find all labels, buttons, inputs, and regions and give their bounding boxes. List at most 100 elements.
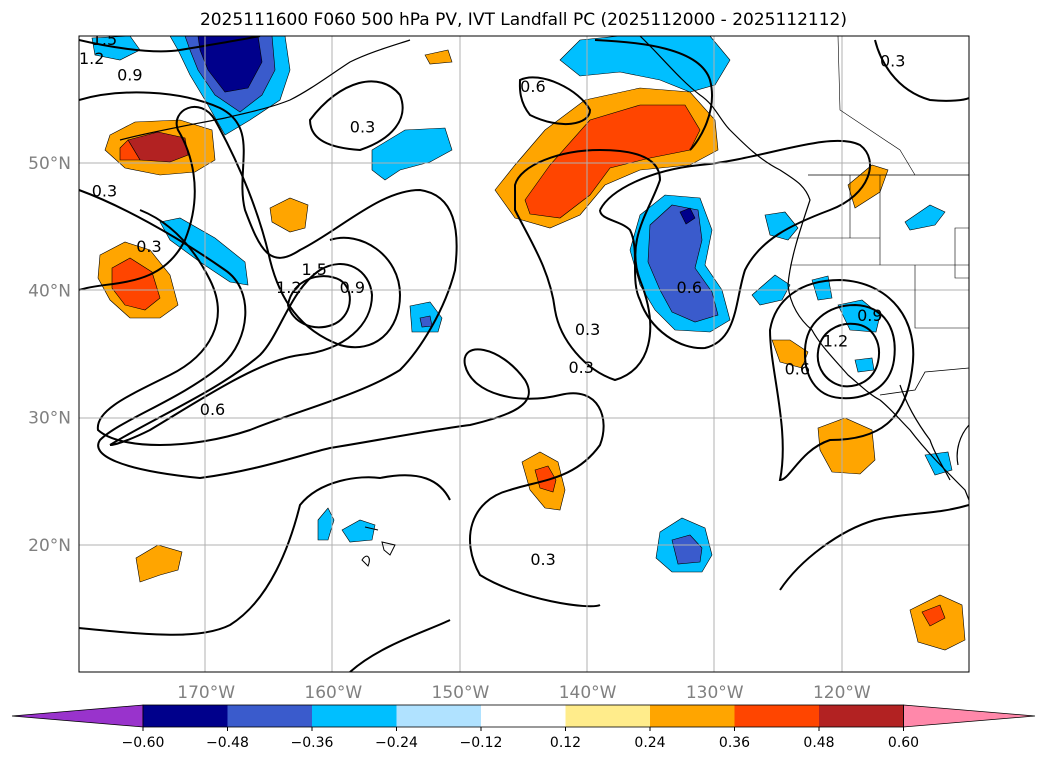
colorbar-tick-label: 0.24 [634, 735, 665, 751]
shade-positive-nevada [847, 164, 889, 209]
contour-label: 1.5 [301, 260, 326, 279]
colorbar-tick-label: 0.36 [719, 735, 750, 751]
shade-negative-idaho [904, 204, 946, 231]
lon-tick-label: 150°W [432, 683, 490, 703]
shade-negative-offshore-core [679, 207, 696, 225]
lon-tick-label: 170°W [177, 683, 235, 703]
shade-negative-calif-e [764, 211, 799, 241]
shade-positive-bering-small [424, 49, 453, 65]
contour-label: 0.3 [92, 181, 117, 200]
lat-tick-label: 50°N [28, 154, 71, 174]
coast-aleutians [119, 39, 411, 141]
contour-label: 0.3 [568, 358, 593, 377]
colorbar-tick-label: 0.12 [550, 735, 581, 751]
contour-labels: 1.51.20.90.30.60.30.30.31.51.2 0.90.60.30… [79, 30, 905, 569]
contour-label: 1.5 [92, 30, 117, 49]
map-title: 2025111600 F060 500 hPa PV, IVT Landfall… [199, 10, 847, 30]
shade-negative-south-core [671, 534, 703, 565]
map-frame [78, 35, 970, 673]
shade-positive-west-core [111, 257, 161, 311]
contour-nw-1-2 [79, 36, 261, 53]
border-vert-e [954, 227, 969, 279]
colorbar-segment [143, 705, 228, 727]
contour-se [779, 504, 969, 591]
contour-coast [599, 139, 871, 350]
colorbar-segment [819, 705, 904, 727]
contour-0-3-bottom [349, 619, 451, 672]
contour-0-6-west [79, 91, 458, 446]
colorbar-tick-label: 0.48 [803, 735, 834, 751]
contour-alaska-0-6 [518, 76, 592, 126]
contour-gulf [514, 148, 662, 382]
shade-positive-far-south [135, 544, 183, 583]
contour-label: 0.9 [857, 306, 882, 325]
lon-tick-label: 130°W [686, 683, 744, 703]
colorbar-segment [396, 705, 482, 727]
contour-1-5 [286, 275, 351, 329]
contour-label: 0.3 [136, 237, 161, 256]
shade-positive-subtropic-core [534, 465, 557, 493]
shade-positive-sw [909, 594, 966, 651]
contour-ne-0-3 [874, 39, 969, 102]
colorbar-tick-label: −0.12 [460, 735, 503, 751]
lon-tick-label: 120°W [813, 683, 871, 703]
colorbar-extend-min [11, 704, 144, 728]
lon-tick-label: 160°W [304, 683, 362, 703]
colorbar-tick-label: −0.24 [375, 735, 418, 751]
contour-0-3-main [79, 189, 605, 608]
colorbar-segment [481, 705, 566, 727]
colorbar-extend-max [903, 704, 1036, 728]
pv-contours [79, 36, 969, 672]
shade-negative-hawaii-a [317, 507, 335, 541]
contour-label: 0.3 [350, 118, 375, 137]
shade-negative-hawaii-b [341, 519, 376, 543]
hawaii [361, 526, 396, 567]
shade-positive-small-a [269, 197, 309, 233]
shade-positive-baja [817, 417, 876, 475]
colorbar-segment [734, 705, 820, 727]
contour-label: 0.6 [785, 359, 810, 378]
border-alaska-canada [837, 36, 916, 176]
contour-label: 0.9 [340, 278, 365, 297]
contour-label: 0.9 [117, 66, 142, 85]
shade-positive-aleutian-ring [119, 139, 141, 161]
colorbar-segment [312, 705, 397, 727]
border-us-mexico [879, 367, 969, 396]
lat-tick-label: 40°N [28, 281, 71, 301]
shade-positive-sw-core [921, 604, 946, 627]
colorbar-segment [227, 705, 313, 727]
shade-negative-alaska [559, 36, 731, 93]
contour-label: 0.3 [880, 52, 905, 71]
contour-label: 0.3 [575, 320, 600, 339]
border-states-a [790, 175, 969, 329]
contour-0-3-lower [79, 474, 451, 636]
shade-negative-calif-d [854, 357, 875, 373]
longitude-ticks: 170°W 160°W 150°W 140°W 130°W 120°W [177, 683, 871, 703]
contour-label: 0.6 [520, 77, 545, 96]
shade-negative-bering-core [197, 36, 263, 93]
contour-ak-0-3 [308, 80, 404, 152]
shade-negative-small-c-core [419, 315, 433, 328]
latitude-ticks: 20°N 30°N 40°N 50°N [28, 154, 71, 556]
contour-ca-0-3 [768, 278, 915, 482]
colorbar-tick-label: −0.36 [291, 735, 334, 751]
contour-ca-0-9 [816, 322, 880, 388]
ivt-shading [91, 36, 966, 651]
contour-1-2 [109, 263, 374, 446]
coast-mexico [956, 424, 969, 466]
contour-label: 1.2 [823, 331, 848, 350]
contour-label: 1.2 [79, 49, 104, 68]
colorbar-tick-label: 0.60 [888, 735, 919, 751]
contour-0-9 [79, 105, 402, 349]
lat-tick-label: 20°N [28, 536, 71, 556]
shade-negative-small-b [371, 127, 453, 181]
coast-north-america [639, 36, 969, 501]
colorbar: −0.60 −0.48 −0.36 −0.24 −0.12 0.12 0.24 0.36 0.4… [11, 704, 1036, 751]
colorbar-frame [142, 704, 904, 728]
colorbar-tick-label: −0.60 [122, 735, 165, 751]
contour-ca-0-6 [803, 303, 896, 400]
shade-negative-streak [159, 217, 249, 286]
coast-baja [899, 384, 951, 481]
colorbar-segment [650, 705, 735, 727]
